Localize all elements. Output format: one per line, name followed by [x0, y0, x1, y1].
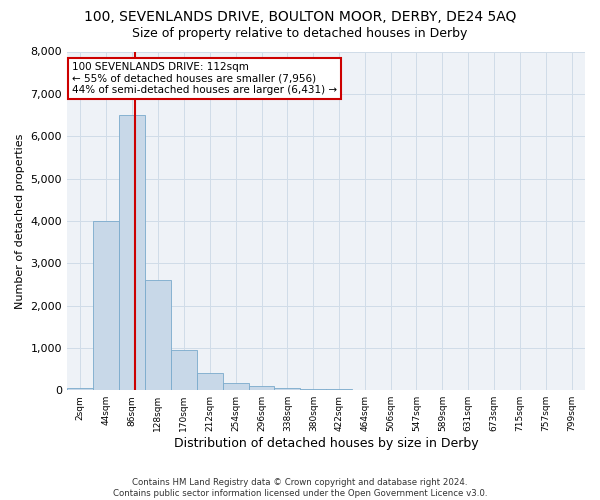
Bar — [197, 374, 223, 390]
Text: 100, SEVENLANDS DRIVE, BOULTON MOOR, DERBY, DE24 5AQ: 100, SEVENLANDS DRIVE, BOULTON MOOR, DER… — [84, 10, 516, 24]
Bar — [67, 388, 93, 390]
Bar — [145, 280, 171, 390]
Text: Size of property relative to detached houses in Derby: Size of property relative to detached ho… — [133, 28, 467, 40]
Text: 100 SEVENLANDS DRIVE: 112sqm
← 55% of detached houses are smaller (7,956)
44% of: 100 SEVENLANDS DRIVE: 112sqm ← 55% of de… — [72, 62, 337, 96]
Text: Contains HM Land Registry data © Crown copyright and database right 2024.
Contai: Contains HM Land Registry data © Crown c… — [113, 478, 487, 498]
Bar — [171, 350, 197, 390]
Y-axis label: Number of detached properties: Number of detached properties — [15, 133, 25, 308]
Bar — [223, 382, 248, 390]
X-axis label: Distribution of detached houses by size in Derby: Distribution of detached houses by size … — [174, 437, 478, 450]
Bar — [93, 221, 119, 390]
Bar — [119, 115, 145, 390]
Bar — [248, 386, 274, 390]
Bar — [301, 388, 326, 390]
Bar — [274, 388, 301, 390]
